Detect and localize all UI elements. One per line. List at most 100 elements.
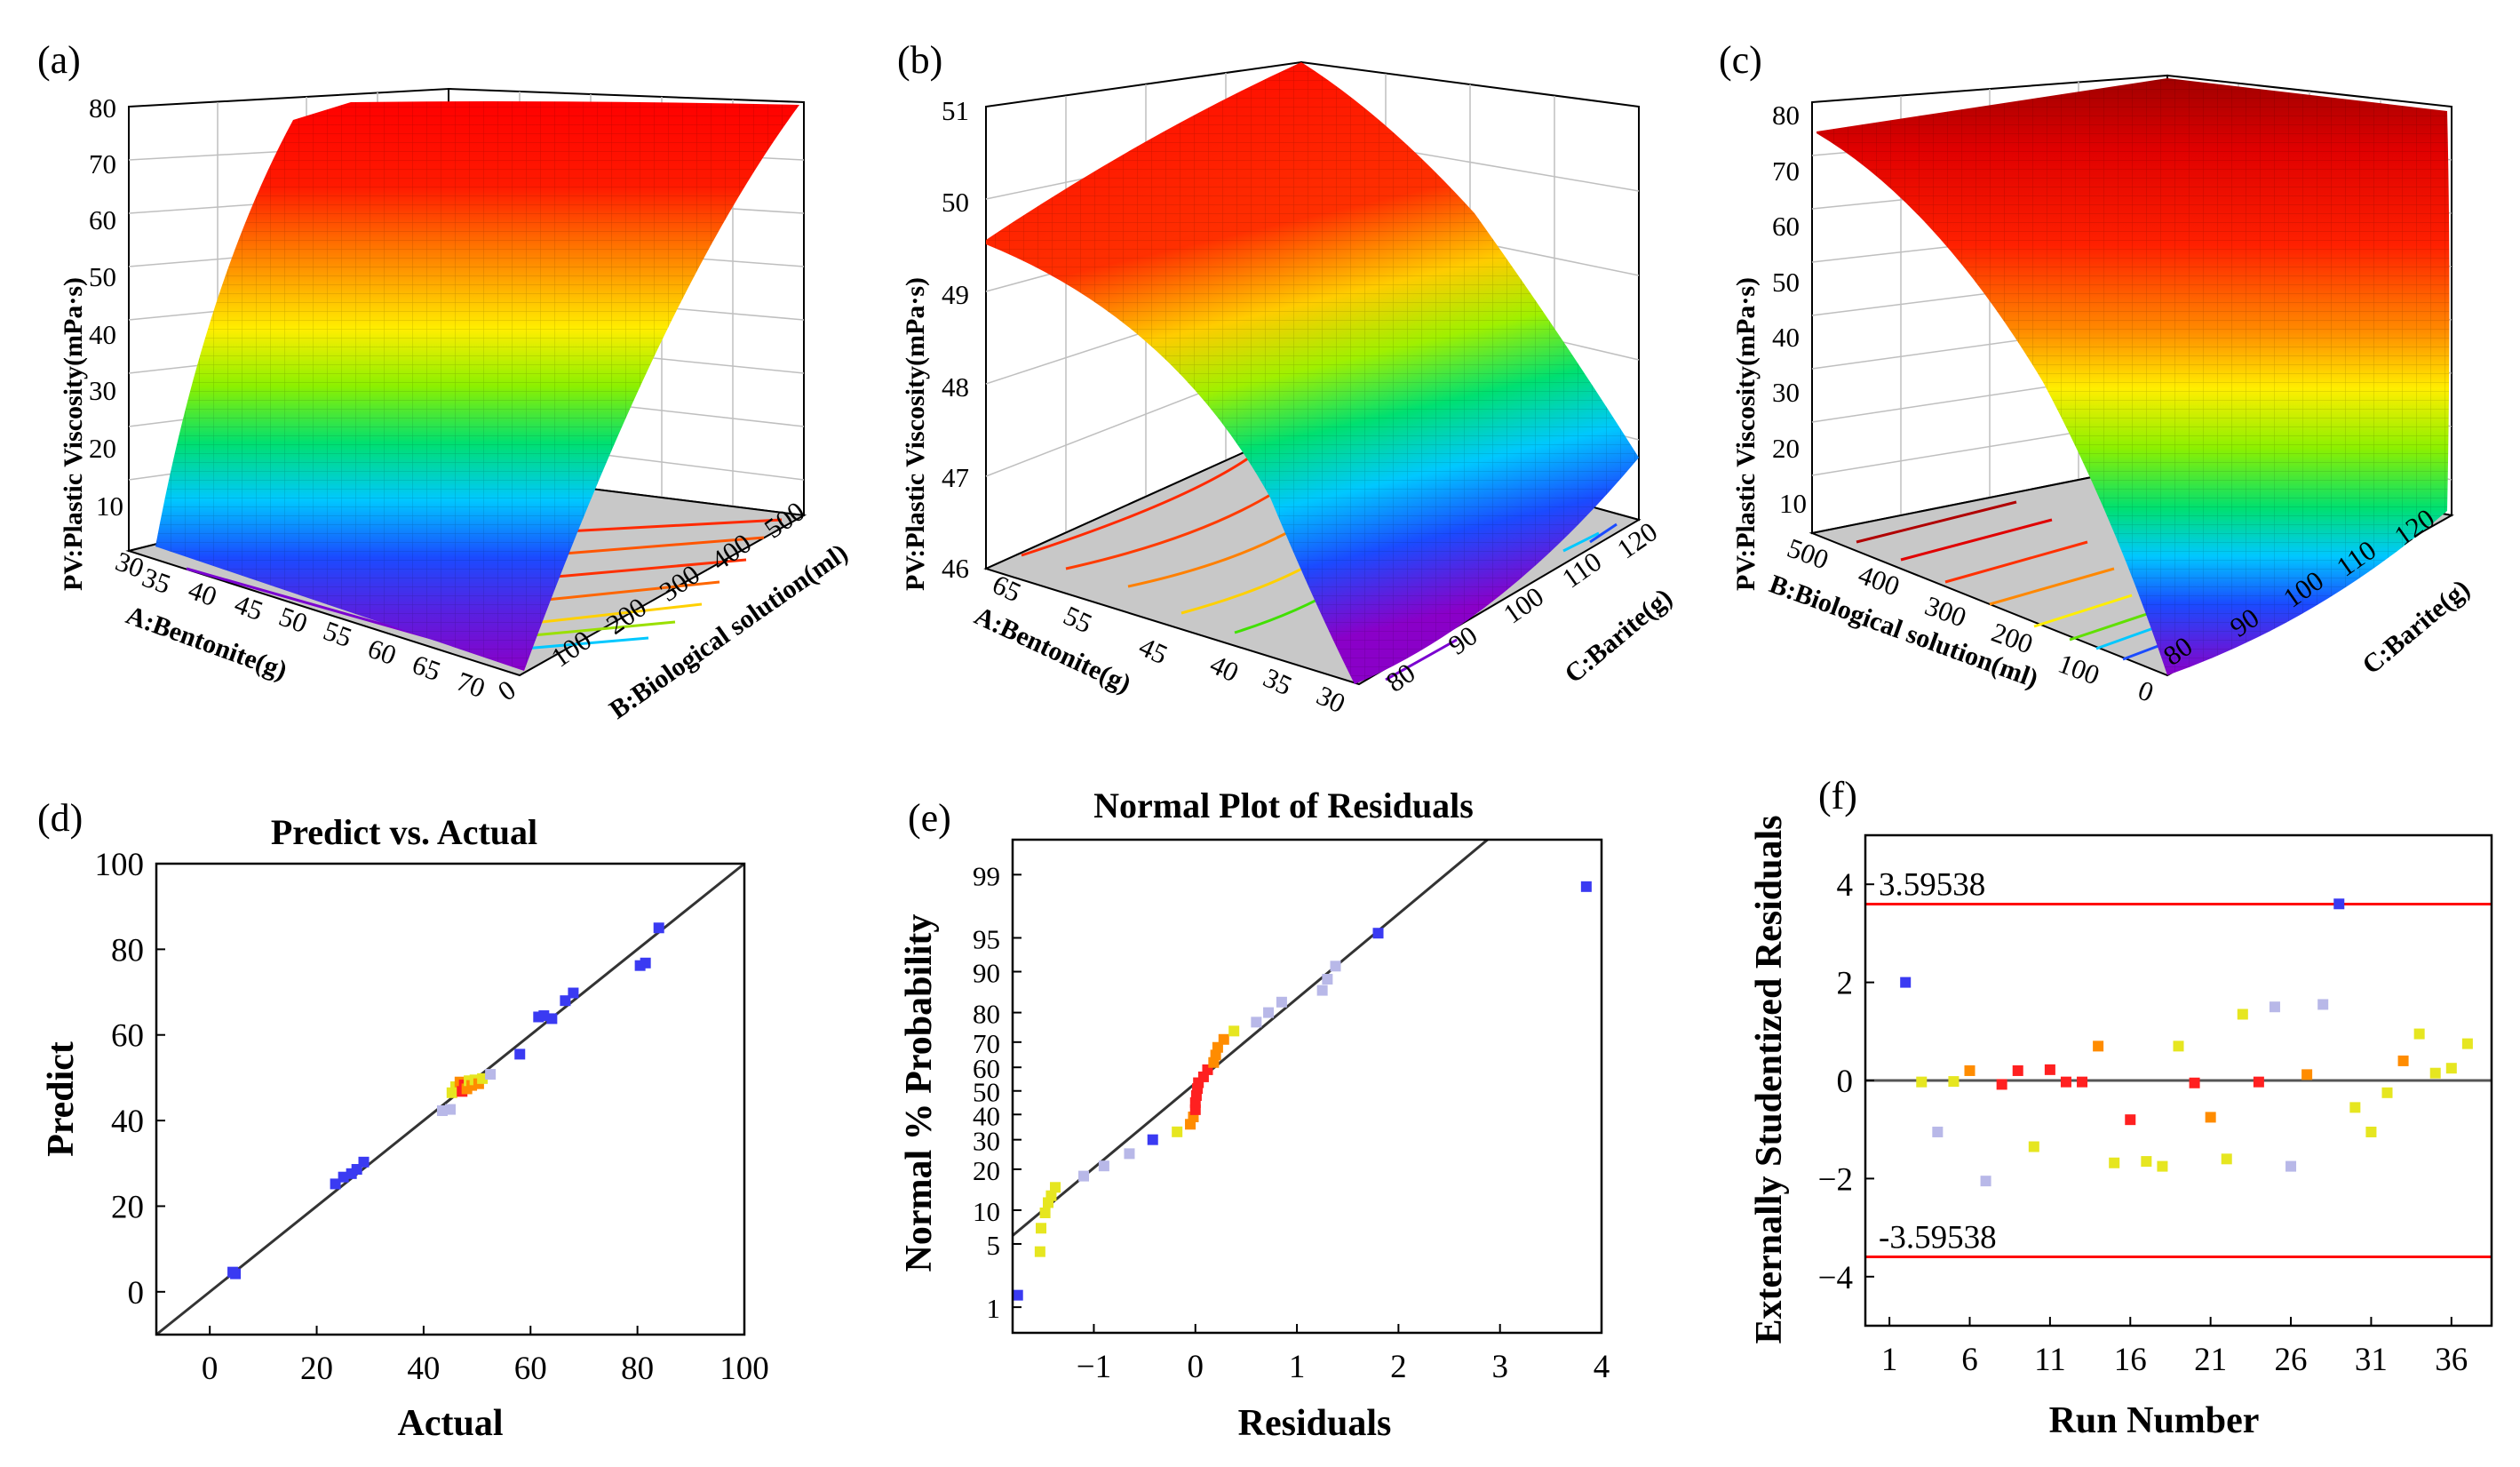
f-data-point — [2173, 1040, 2184, 1052]
a-ztick: 50 — [89, 261, 116, 292]
b-zlabel: PV:Plastic Viscosity(mPa·s) — [901, 277, 930, 591]
b-xtick: 35 — [1259, 662, 1297, 702]
e-data-point — [1039, 1207, 1051, 1218]
d-data-point — [230, 1268, 242, 1280]
b-ztick: 51 — [942, 95, 969, 126]
e-data-point — [1172, 1126, 1183, 1137]
f-data-point — [2237, 1009, 2248, 1020]
b-ztick: 46 — [942, 553, 969, 584]
f-data-point — [2141, 1156, 2152, 1168]
f-y-ticks: −4 −2 0 2 4 — [1818, 867, 1874, 1296]
d-y-tick-label: 100 — [95, 847, 145, 883]
d-data-point — [485, 1069, 497, 1080]
b-ztick: 50 — [942, 187, 969, 218]
b-xtick: 30 — [1312, 680, 1350, 720]
e-fit-line — [1013, 840, 1490, 1237]
f-data-point — [2317, 999, 2329, 1010]
f-data-point — [2413, 1028, 2425, 1040]
f-x-ticks: 1 6 11 16 21 26 31 36 — [1881, 1317, 2468, 1378]
panel-label-e: (e) — [908, 796, 951, 840]
e-plot-frame — [1011, 838, 1603, 1335]
f-y-tick-label: −4 — [1818, 1260, 1853, 1296]
a-ytick: 0 — [492, 674, 521, 707]
d-x-tick-label: 80 — [621, 1351, 654, 1387]
e-data-point — [1050, 1182, 1061, 1193]
f-data-point — [2365, 1126, 2377, 1137]
e-data-point — [1147, 1134, 1158, 1145]
d-x-tick-label: 20 — [300, 1351, 333, 1387]
d-data-point — [653, 922, 664, 934]
d-y-tick-label: 0 — [128, 1275, 145, 1312]
b-xtick: 40 — [1205, 649, 1244, 689]
d-xlabel: Actual — [398, 1403, 504, 1444]
e-y-tick-label: 5 — [987, 1230, 1001, 1261]
f-lower-limit-label: -3.59538 — [1879, 1219, 1997, 1256]
c-ztick: 10 — [1779, 488, 1807, 519]
c-zlabel: PV:Plastic Viscosity(mPa·s) — [1731, 277, 1761, 591]
d-y-tick-label: 40 — [111, 1104, 144, 1140]
e-y-tick-label: 80 — [973, 999, 1000, 1030]
f-data-point — [2429, 1067, 2441, 1079]
c-ztick: 30 — [1772, 377, 1800, 408]
e-data-point — [1218, 1033, 1229, 1045]
d-y-ticks: 0 20 40 60 80 100 — [95, 847, 165, 1312]
a-ztick: 60 — [89, 204, 116, 235]
f-data-point — [2253, 1076, 2264, 1088]
e-y-tick-label: 60 — [973, 1053, 1000, 1084]
c-ztick: 80 — [1772, 100, 1800, 131]
e-y-tick-label: 1 — [987, 1293, 1001, 1324]
e-data-point — [1045, 1190, 1057, 1201]
a-surface-mesh — [155, 101, 799, 671]
e-x-tick-label: 1 — [1289, 1349, 1306, 1385]
b-ylabel: C:Barite(g) — [1559, 583, 1678, 690]
e-data-point — [1036, 1223, 1047, 1234]
e-data-point — [1034, 1246, 1045, 1257]
panel-label-d: (d) — [37, 796, 83, 840]
f-x-tick-label: 11 — [2034, 1342, 2066, 1378]
f-data-point — [2285, 1160, 2297, 1172]
f-data-point — [2189, 1077, 2200, 1088]
e-x-tick-label: −1 — [1077, 1349, 1111, 1385]
e-data-point — [1228, 1025, 1240, 1037]
e-points — [1012, 881, 1592, 1301]
d-fit-line — [155, 862, 745, 1336]
f-x-tick-label: 6 — [1961, 1342, 1978, 1378]
d-points — [227, 922, 664, 1280]
e-y-tick-label: 30 — [973, 1126, 1000, 1157]
e-y-tick-label: 40 — [973, 1100, 1000, 1131]
d-data-point — [436, 1105, 448, 1117]
a-xtick: 35 — [139, 562, 175, 600]
e-data-point — [1098, 1160, 1109, 1172]
e-data-point — [1251, 1017, 1262, 1028]
a-xtick: 60 — [364, 633, 401, 671]
f-data-point — [2349, 1102, 2361, 1113]
f-data-point — [2205, 1112, 2216, 1123]
d-data-point — [560, 995, 571, 1007]
f-x-tick-label: 31 — [2355, 1342, 2388, 1378]
e-y-tick-label: 20 — [973, 1155, 1000, 1186]
d-x-tick-label: 60 — [514, 1351, 547, 1387]
f-data-point — [2221, 1153, 2232, 1165]
panel-a: (a) 80 — [37, 38, 853, 725]
f-y-tick-label: 4 — [1837, 867, 1854, 904]
d-data-point — [446, 1087, 457, 1098]
e-data-point — [1124, 1148, 1135, 1160]
e-data-point — [1263, 1007, 1275, 1018]
f-data-point — [2445, 1063, 2457, 1074]
d-data-point — [640, 957, 651, 969]
c-ylabel: C:Barite(g) — [2357, 574, 2476, 681]
f-data-point — [2109, 1157, 2120, 1168]
a-ztick: 20 — [89, 433, 116, 464]
b-surface-mesh — [986, 62, 1639, 684]
f-data-point — [2125, 1114, 2136, 1126]
d-x-ticks: 0 20 40 60 80 100 — [202, 1326, 769, 1387]
e-y-tick-label: 90 — [973, 958, 1000, 989]
f-data-point — [1916, 1076, 1928, 1088]
f-x-tick-label: 21 — [2194, 1342, 2227, 1378]
f-data-point — [2077, 1076, 2088, 1088]
panel-label-b: (b) — [897, 38, 942, 82]
f-data-point — [1964, 1064, 1975, 1076]
e-data-point — [1276, 996, 1287, 1008]
